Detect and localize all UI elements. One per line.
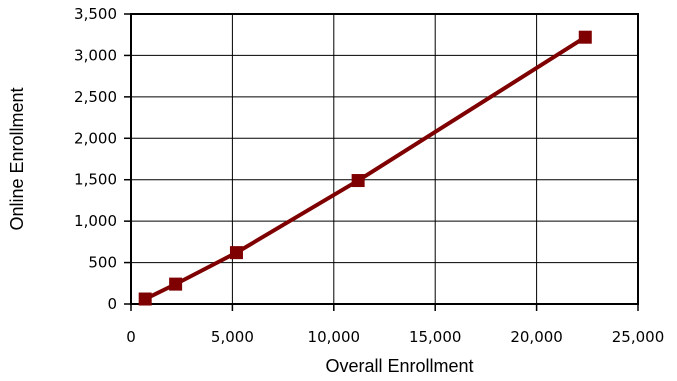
y-tick-label: 2,500: [74, 88, 117, 106]
y-tick-label: 1,000: [74, 212, 117, 230]
y-tick-label: 2,000: [74, 129, 117, 147]
plot-frame: [130, 13, 639, 305]
y-tick-label: 3,000: [74, 46, 117, 64]
grid-lines: [130, 13, 639, 305]
y-tick-label: 0: [107, 295, 117, 313]
x-axis-title: Overall Enrollment: [325, 356, 473, 376]
y-tick-label: 1,500: [74, 171, 117, 189]
y-axis-ticks: 0 500 1,000 1,500 2,000 2,500 3,000 3,500: [74, 5, 131, 313]
x-tick-label: 5,000: [211, 328, 254, 346]
data-point-marker: [578, 30, 592, 44]
data-point-marker: [169, 277, 183, 291]
series-group: [138, 30, 592, 306]
x-tick-label: 25,000: [612, 328, 665, 346]
y-axis-title: Online Enrollment: [7, 87, 27, 230]
series-line: [144, 35, 587, 301]
x-tick-label: 20,000: [510, 328, 563, 346]
x-axis-ticks: 0 5,000 10,000 15,000 20,000 25,000: [126, 304, 664, 346]
y-tick-label: 3,500: [74, 5, 117, 23]
data-point-marker: [229, 246, 243, 260]
y-tick-label: 500: [88, 254, 117, 272]
data-point-marker: [351, 174, 365, 188]
x-tick-label: 15,000: [409, 328, 462, 346]
x-tick-label: 10,000: [308, 328, 361, 346]
data-point-marker: [138, 292, 152, 306]
x-tick-label: 0: [126, 328, 136, 346]
